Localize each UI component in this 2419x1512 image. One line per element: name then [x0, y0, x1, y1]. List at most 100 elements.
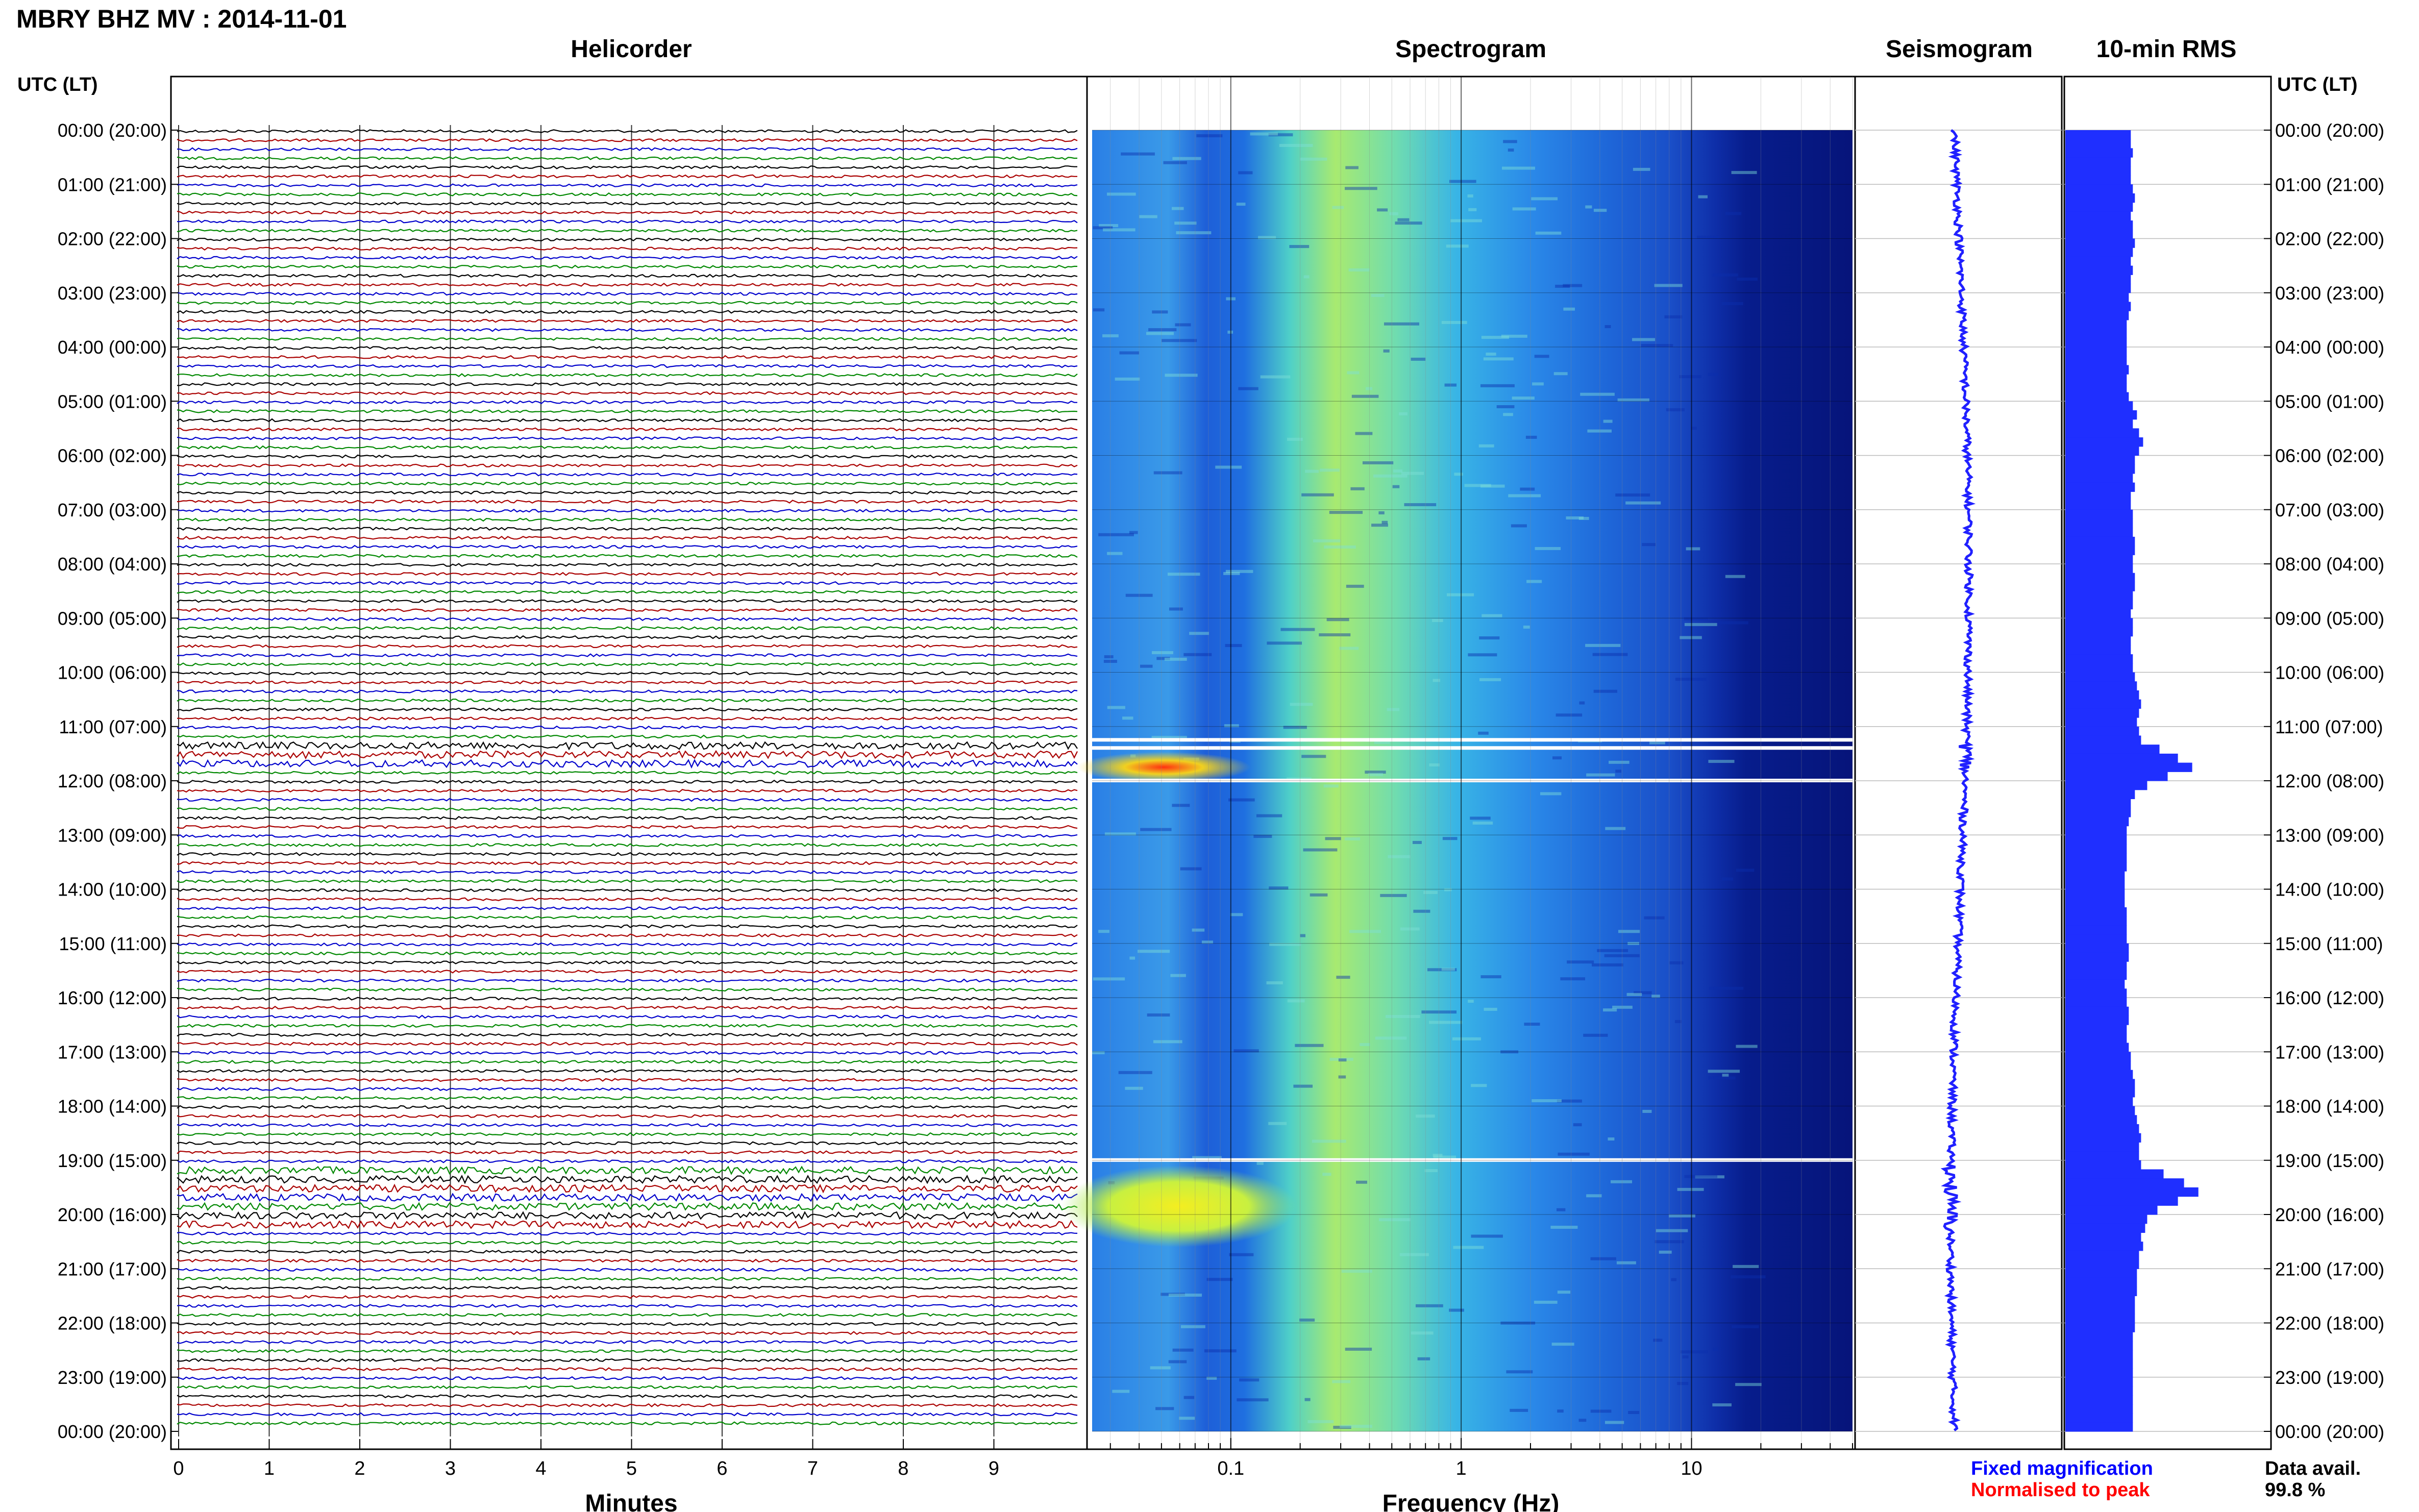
- helicorder-trace: [177, 1166, 1078, 1175]
- spectrogram-texture: [1532, 1099, 1562, 1103]
- rms-bar: [2065, 329, 2127, 338]
- spectrogram-texture: [1709, 986, 1744, 990]
- helicorder-trace: [177, 933, 1078, 937]
- time-label-right: 09:00 (05:00): [2275, 608, 2384, 629]
- rms-bar: [2065, 762, 2192, 772]
- spectrogram-texture: [1373, 474, 1408, 478]
- rms-bar: [2065, 835, 2127, 845]
- rms-bar: [2065, 546, 2135, 555]
- helicorder-trace: [177, 490, 1078, 495]
- spectrogram-texture: [1380, 894, 1407, 897]
- spectrogram-texture: [1268, 133, 1293, 137]
- time-label-left: 01:00 (21:00): [58, 174, 167, 195]
- spectrogram-texture: [1172, 157, 1201, 160]
- helicorder-tick-label: 0: [173, 1458, 184, 1479]
- rms-bar: [2065, 645, 2131, 655]
- rms-bar: [2065, 473, 2133, 483]
- spectrogram-texture: [1374, 740, 1390, 744]
- rms-bar: [2065, 302, 2131, 311]
- rms-bar: [2065, 672, 2135, 682]
- spectrogram-texture: [1450, 219, 1482, 222]
- rms-bar: [2065, 1160, 2141, 1170]
- spectrogram-texture: [1238, 387, 1258, 390]
- rms-bar: [2065, 663, 2133, 673]
- spectrogram-texture: [1355, 432, 1373, 435]
- spectrogram-texture: [1615, 770, 1621, 773]
- helicorder-trace: [177, 608, 1078, 612]
- rms-bar: [2065, 961, 2127, 971]
- rms-bar: [2065, 1060, 2131, 1071]
- spectrogram-texture: [1168, 573, 1200, 576]
- helicorder-trace: [177, 418, 1078, 423]
- spectrogram-hot-region: [1077, 752, 1250, 783]
- spectrogram-texture: [1339, 647, 1359, 650]
- helicorder-trace: [177, 1059, 1078, 1064]
- helicorder-trace: [177, 1005, 1078, 1010]
- spectrogram-texture: [1163, 161, 1187, 164]
- time-label-right: 18:00 (14:00): [2275, 1096, 2384, 1117]
- time-label-left: 16:00 (12:00): [58, 987, 167, 1008]
- helicorder-trace: [177, 1331, 1078, 1335]
- helicorder-trace: [177, 997, 1077, 1001]
- helicorder-trace: [177, 581, 1078, 585]
- spectrogram-texture: [1580, 392, 1615, 396]
- spectrogram-texture: [1454, 473, 1463, 476]
- rms-bar: [2065, 1395, 2133, 1405]
- spectrogram-texture: [1329, 1057, 1353, 1061]
- rms-bar: [2065, 952, 2129, 962]
- spectrogram-texture: [1566, 516, 1584, 519]
- helicorder-trace: [177, 544, 1078, 549]
- helicorder-trace: [177, 364, 1078, 368]
- spectrogram-texture: [1300, 934, 1305, 937]
- time-label-left: 12:00 (08:00): [58, 771, 167, 791]
- rms-bar: [2065, 898, 2125, 908]
- spectrogram-texture: [1345, 1347, 1372, 1351]
- spectrogram-texture: [1512, 207, 1536, 211]
- helicorder-trace: [177, 563, 1078, 567]
- helicorder-trace: [177, 1358, 1078, 1362]
- spectrogram-texture: [1653, 1339, 1663, 1342]
- spectrogram-tick-label: 1: [1456, 1458, 1467, 1479]
- helicorder-trace: [177, 1403, 1078, 1407]
- rms-bar: [2065, 1313, 2135, 1324]
- spectrogram-texture: [1336, 976, 1350, 979]
- rms-bar: [2065, 455, 2135, 465]
- spectrogram-texture: [1712, 273, 1738, 277]
- rms-bar: [2065, 1006, 2129, 1017]
- time-label-right: 02:00 (22:00): [2275, 229, 2384, 250]
- helicorder-trace: [177, 1014, 1078, 1019]
- time-label-left: 03:00 (23:00): [58, 283, 167, 304]
- rms-bar: [2065, 1422, 2133, 1432]
- rms-panel: [2063, 76, 2272, 1450]
- spectrogram-texture: [1338, 1075, 1346, 1079]
- spectrogram-texture: [1258, 236, 1276, 239]
- spectrogram-tick-label: 10: [1681, 1458, 1702, 1479]
- spectrogram-texture: [1535, 231, 1562, 235]
- spectrogram-texture: [1400, 927, 1420, 931]
- spectrogram-texture: [1532, 382, 1544, 386]
- spectrogram-texture: [1375, 1036, 1407, 1040]
- spectrogram-texture: [1148, 328, 1177, 332]
- spectrogram-texture: [1293, 1084, 1313, 1088]
- helicorder-trace: [177, 942, 1078, 947]
- helicorder-trace: [177, 1312, 1078, 1317]
- seismogram-title: Seismogram: [1886, 36, 2033, 63]
- rms-bar: [2065, 157, 2131, 167]
- helicorder-trace: [177, 400, 1077, 405]
- spectrogram-texture: [1104, 655, 1114, 659]
- rms-bar: [2065, 988, 2127, 998]
- rms-bar: [2065, 1250, 2139, 1260]
- spectrogram-texture: [1139, 215, 1157, 218]
- helicorder-trace: [177, 915, 1078, 920]
- spectrogram-texture: [1731, 1275, 1766, 1279]
- rms-bar: [2065, 1043, 2129, 1052]
- spectrogram-texture: [1616, 1261, 1636, 1265]
- helicorder-trace: [177, 951, 1078, 956]
- spectrogram-texture: [1399, 412, 1408, 415]
- rms-bar: [2065, 907, 2127, 917]
- rms-bar: [2065, 1070, 2133, 1079]
- spectrogram-texture: [1677, 1187, 1704, 1191]
- helicorder-trace: [177, 183, 1078, 188]
- time-label-left: 05:00 (01:00): [58, 391, 167, 412]
- spectrogram-texture: [1421, 1010, 1457, 1014]
